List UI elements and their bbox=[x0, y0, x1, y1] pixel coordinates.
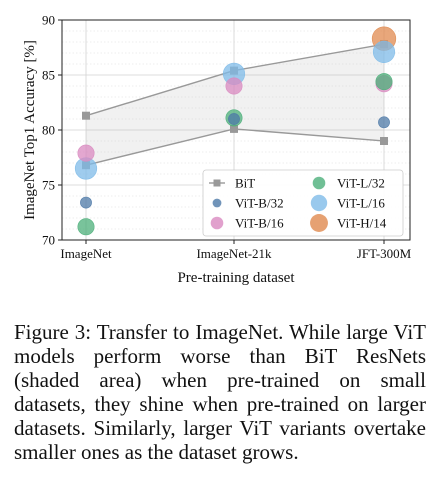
y-tick-label: 85 bbox=[42, 68, 55, 83]
y-tick-label: 70 bbox=[42, 233, 55, 248]
figure-caption: Figure 3: Transfer to ImageNet. While la… bbox=[14, 320, 426, 464]
legend-label: ViT-B/16 bbox=[235, 216, 284, 231]
accuracy-scatter-chart: 70 75 80 85 90 ImageNet ImageNet-21k JFT-300M Pr… bbox=[22, 13, 412, 287]
legend-marker bbox=[212, 198, 222, 208]
legend-marker bbox=[310, 194, 328, 212]
vit-point-vit-b-16 bbox=[77, 144, 95, 162]
legend-label: ViT-H/14 bbox=[337, 216, 387, 231]
x-tick-label: ImageNet-21k bbox=[196, 246, 272, 261]
legend-label: ViT-L/32 bbox=[337, 176, 385, 191]
legend-marker bbox=[210, 216, 224, 230]
y-tick-label: 75 bbox=[42, 178, 55, 193]
bit-point bbox=[380, 137, 388, 145]
legend-marker bbox=[213, 179, 221, 187]
vit-point-vit-b-32 bbox=[80, 196, 92, 209]
y-axis-label: ImageNet Top1 Accuracy [%] bbox=[22, 40, 38, 220]
vit-point-vit-l-32 bbox=[77, 218, 95, 236]
legend-label: BiT bbox=[235, 176, 255, 191]
bit-point bbox=[230, 124, 238, 133]
vit-point-vit-b-32 bbox=[378, 116, 390, 129]
legend-marker bbox=[312, 176, 326, 190]
legend-marker bbox=[310, 214, 328, 232]
legend-box bbox=[202, 169, 404, 237]
figure-chart: 70 75 80 85 90 ImageNet ImageNet-21k JFT-300M Pr… bbox=[22, 13, 412, 287]
bit-point bbox=[82, 111, 90, 120]
x-tick-label: ImageNet bbox=[60, 246, 112, 261]
vit-point-vit-b-16 bbox=[225, 77, 243, 95]
vit-point-vit-l-32 bbox=[375, 73, 393, 91]
y-tick-label: 90 bbox=[42, 13, 55, 28]
x-tick-label: JFT-300M bbox=[357, 246, 412, 261]
legend-label: ViT-B/32 bbox=[235, 196, 284, 211]
vit-point-vit-l-16 bbox=[372, 40, 396, 64]
legend-label: ViT-L/16 bbox=[337, 196, 385, 211]
vit-point-vit-b-32 bbox=[228, 113, 240, 125]
y-tick-label: 80 bbox=[42, 123, 55, 138]
x-axis-label: Pre-training dataset bbox=[177, 270, 295, 286]
